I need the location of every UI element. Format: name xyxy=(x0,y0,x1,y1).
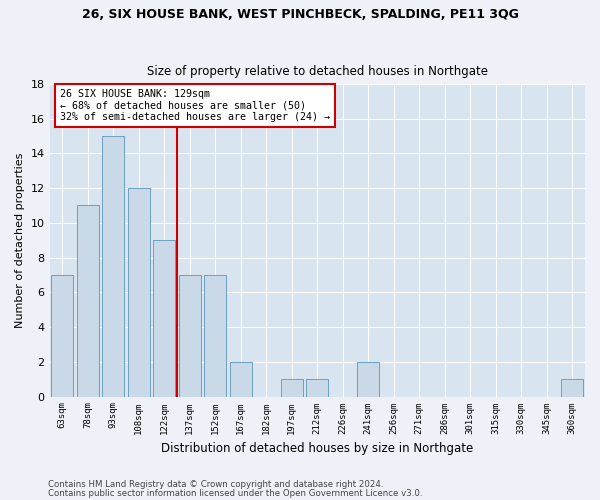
Bar xyxy=(128,188,149,396)
Text: Contains HM Land Registry data © Crown copyright and database right 2024.: Contains HM Land Registry data © Crown c… xyxy=(48,480,383,489)
Text: Contains public sector information licensed under the Open Government Licence v3: Contains public sector information licen… xyxy=(48,488,422,498)
Bar xyxy=(307,379,328,396)
X-axis label: Distribution of detached houses by size in Northgate: Distribution of detached houses by size … xyxy=(161,442,473,455)
Bar xyxy=(230,362,251,396)
Bar xyxy=(179,275,200,396)
Bar xyxy=(562,379,583,396)
Bar xyxy=(77,206,98,396)
Bar xyxy=(205,275,226,396)
Bar xyxy=(103,136,124,396)
Title: Size of property relative to detached houses in Northgate: Size of property relative to detached ho… xyxy=(147,66,488,78)
Y-axis label: Number of detached properties: Number of detached properties xyxy=(15,152,25,328)
Bar xyxy=(154,240,175,396)
Bar xyxy=(52,275,73,396)
Bar xyxy=(358,362,379,396)
Text: 26 SIX HOUSE BANK: 129sqm
← 68% of detached houses are smaller (50)
32% of semi-: 26 SIX HOUSE BANK: 129sqm ← 68% of detac… xyxy=(60,88,330,122)
Text: 26, SIX HOUSE BANK, WEST PINCHBECK, SPALDING, PE11 3QG: 26, SIX HOUSE BANK, WEST PINCHBECK, SPAL… xyxy=(82,8,518,20)
Bar xyxy=(281,379,302,396)
